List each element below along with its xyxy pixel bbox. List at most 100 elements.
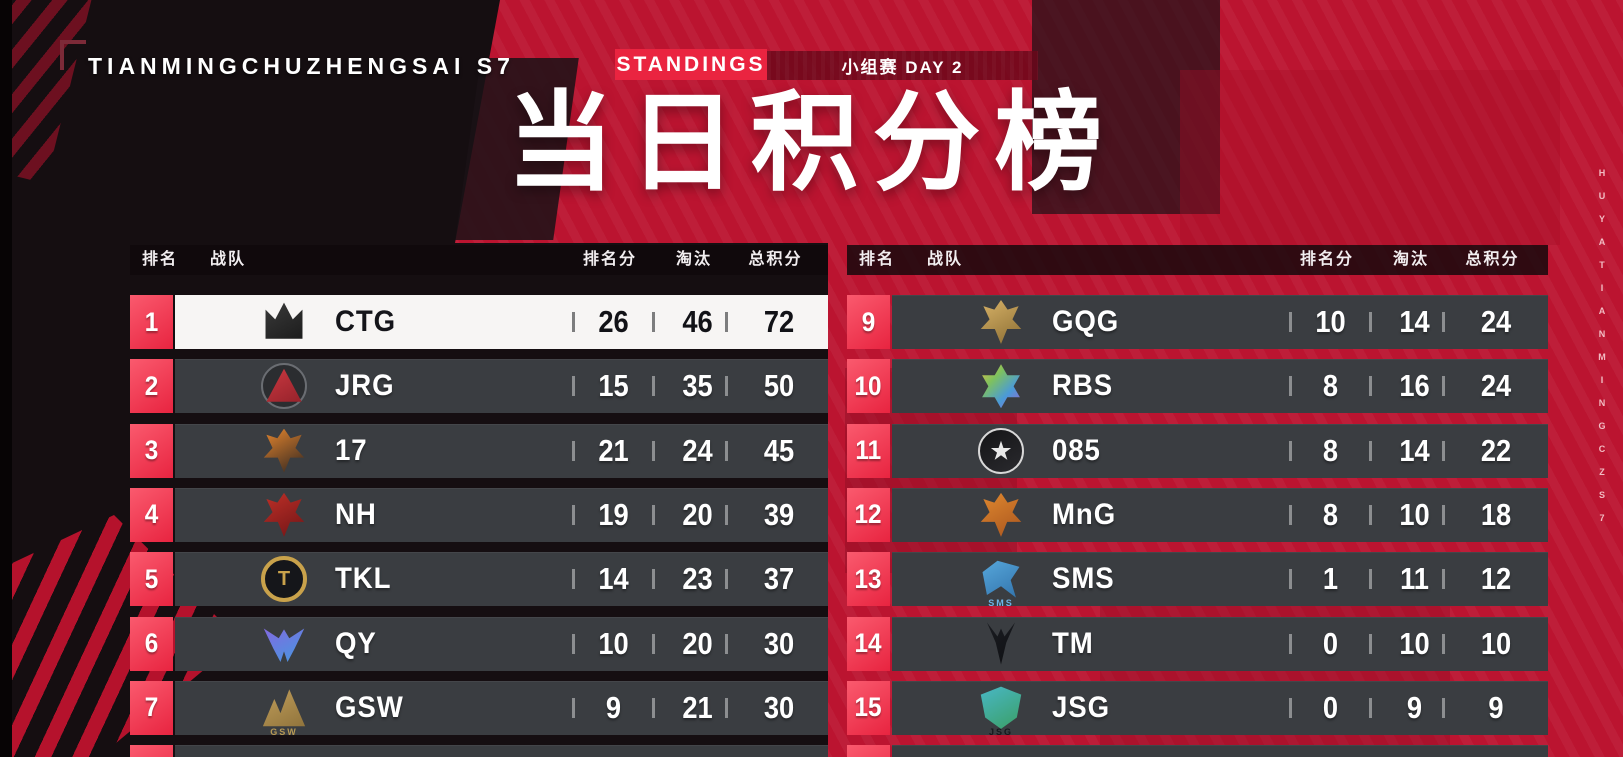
team-logo-gsw: GSW bbox=[259, 683, 309, 737]
total-points-cell: 9 bbox=[1442, 681, 1547, 735]
divider-tick bbox=[1289, 440, 1292, 461]
column-header-elims: 淘汰 bbox=[1392, 251, 1429, 268]
standings-row: 14 TM 0 10 10 bbox=[847, 616, 1548, 671]
rank-badge bbox=[847, 745, 890, 757]
standings-row: 2 JRG 15 35 50 bbox=[130, 359, 828, 414]
rank-badge: 5 bbox=[130, 552, 173, 607]
divider-tick bbox=[725, 440, 728, 461]
rank-number: 1 bbox=[144, 306, 159, 337]
divider-tick bbox=[572, 633, 575, 654]
elim-points: 24 bbox=[682, 432, 713, 468]
placement-points: 14 bbox=[598, 561, 629, 597]
divider-tick bbox=[1369, 697, 1372, 718]
row-body: RBS 8 16 24 bbox=[892, 359, 1548, 414]
standings-row: 5 T TKL 14 23 37 bbox=[130, 552, 828, 607]
standings-row-partial bbox=[130, 745, 828, 757]
divider-tick bbox=[725, 504, 728, 525]
placement-points: 10 bbox=[1315, 304, 1346, 339]
team-logo-tkl: T bbox=[259, 554, 309, 604]
placement-points: 15 bbox=[598, 368, 629, 404]
row-body bbox=[892, 745, 1548, 757]
elim-points: 16 bbox=[1399, 368, 1430, 404]
placement-points: 21 bbox=[598, 432, 629, 468]
divider-tick bbox=[652, 312, 655, 332]
elim-points: 46 bbox=[682, 304, 713, 339]
team-name: SMS bbox=[1052, 562, 1115, 596]
team-name: RBS bbox=[1052, 369, 1114, 403]
team-logo-tm bbox=[976, 619, 1026, 669]
logo-letter: T bbox=[277, 567, 291, 590]
placement-points: 19 bbox=[598, 496, 629, 532]
placement-points-cell: 14 bbox=[572, 552, 652, 606]
team-name: GSW bbox=[335, 690, 404, 724]
placement-points: 9 bbox=[605, 689, 622, 725]
total-points: 39 bbox=[763, 496, 795, 532]
total-points: 12 bbox=[1480, 561, 1512, 597]
rank-number: 10 bbox=[854, 370, 883, 401]
placement-points: 0 bbox=[1322, 625, 1339, 661]
standings-row-partial bbox=[847, 745, 1548, 757]
elim-points-cell: 21 bbox=[652, 681, 740, 735]
elim-points: 14 bbox=[1399, 432, 1430, 468]
left-edge-strip bbox=[0, 0, 12, 757]
column-header-team: 战队 bbox=[927, 251, 964, 268]
total-points-cell: 72 bbox=[725, 295, 828, 349]
rank-badge: 10 bbox=[847, 359, 890, 414]
page-title: 当日积分榜 bbox=[506, 82, 1117, 203]
column-header-rank: 排名 bbox=[859, 251, 896, 268]
divider-tick bbox=[572, 697, 575, 718]
background-dark-shape bbox=[1032, 0, 1220, 214]
rank-badge: 4 bbox=[130, 487, 173, 542]
divider-tick bbox=[1369, 504, 1372, 525]
elim-points-cell: 14 bbox=[1369, 424, 1457, 478]
team-logo-jrg bbox=[259, 361, 309, 411]
divider-tick bbox=[725, 569, 728, 590]
total-points: 24 bbox=[1480, 368, 1512, 404]
divider-tick bbox=[1442, 312, 1445, 332]
total-points: 37 bbox=[763, 561, 795, 597]
row-body: MnG 8 10 18 bbox=[892, 487, 1548, 542]
standings-row: 13 SMS SMS 1 11 12 bbox=[847, 552, 1548, 608]
team-logo-qy bbox=[259, 619, 309, 669]
rank-badge: 7 bbox=[130, 680, 173, 735]
column-header-row: 排名 战队 排名分 淘汰 总积分 bbox=[847, 245, 1548, 275]
elim-points-cell: 24 bbox=[652, 424, 740, 478]
elim-points: 10 bbox=[1399, 625, 1430, 661]
row-body bbox=[175, 745, 828, 757]
placement-points-cell: 0 bbox=[1289, 681, 1369, 735]
rank-number: 6 bbox=[144, 628, 159, 658]
rank-number: 12 bbox=[854, 499, 883, 530]
rank-number: 5 bbox=[144, 563, 159, 594]
standings-row: 1 CTG 26 46 72 bbox=[130, 295, 828, 349]
divider-tick bbox=[1442, 633, 1445, 654]
total-points: 30 bbox=[763, 625, 795, 661]
team-logo-caption: GSW bbox=[270, 726, 298, 737]
divider-tick bbox=[725, 376, 728, 397]
elim-points-cell: 11 bbox=[1369, 552, 1457, 606]
team-name: QY bbox=[335, 626, 377, 660]
total-points: 50 bbox=[763, 368, 795, 404]
divider-tick bbox=[725, 312, 728, 332]
placement-points-cell: 10 bbox=[1289, 295, 1369, 349]
column-header-placement: 排名分 bbox=[1299, 251, 1354, 268]
divider-tick bbox=[1442, 440, 1445, 461]
row-body: TM 0 10 10 bbox=[892, 616, 1548, 671]
elim-points-cell: 20 bbox=[652, 488, 740, 542]
team-logo-17 bbox=[259, 426, 309, 476]
divider-tick bbox=[1289, 376, 1292, 397]
edge-vertical-text: HUYATIANMINGCZS7 bbox=[1597, 168, 1607, 536]
divider-tick bbox=[725, 697, 728, 718]
total-points: 45 bbox=[763, 432, 795, 468]
placement-points-cell: 15 bbox=[572, 359, 652, 413]
elim-points-cell: 10 bbox=[1369, 617, 1457, 671]
rank-badge: 14 bbox=[847, 616, 890, 671]
total-points-cell: 37 bbox=[725, 552, 828, 606]
rank-badge bbox=[130, 745, 173, 757]
row-body: JRG 15 35 50 bbox=[175, 359, 828, 414]
stage-day-label: 小组赛 DAY 2 bbox=[767, 51, 1038, 80]
total-points: 30 bbox=[763, 689, 795, 725]
placement-points: 0 bbox=[1322, 689, 1339, 725]
elim-points: 23 bbox=[682, 561, 713, 597]
total-points: 24 bbox=[1480, 304, 1512, 339]
rank-number: 9 bbox=[861, 306, 876, 337]
